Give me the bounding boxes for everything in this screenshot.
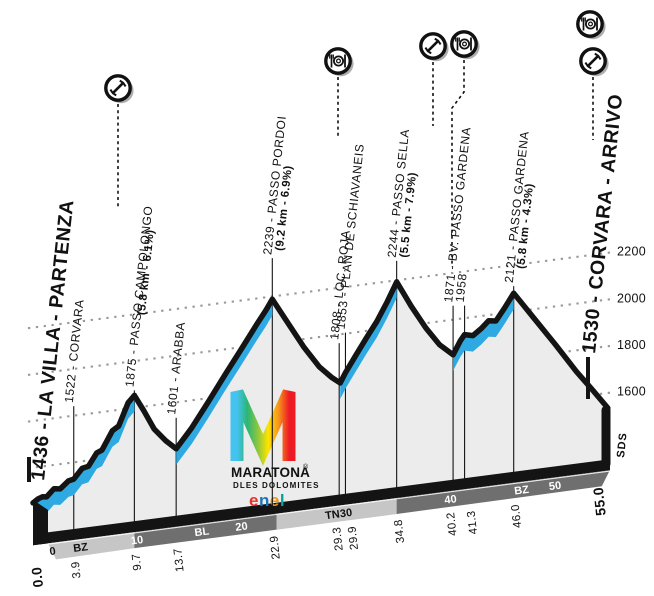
wrench-jaw xyxy=(584,62,592,70)
service-icons xyxy=(104,10,609,267)
plate xyxy=(459,38,470,50)
km-marker-30: 30 xyxy=(339,507,353,520)
elevation-tick-1600: 1600 xyxy=(617,385,646,399)
restaurant-icon xyxy=(576,10,606,40)
elevation-axis-labels: 2200 2000 1800 1600 xyxy=(617,245,646,399)
wrench-jaw xyxy=(434,37,442,45)
province-label-BZ: BZ xyxy=(73,541,89,555)
wrench-jaw xyxy=(119,79,127,87)
km-label-29.3: 29.3 xyxy=(331,526,345,551)
km-label-0.0: 0.0 xyxy=(28,566,46,588)
sponsor-enel-logo: enel xyxy=(249,491,285,510)
baseline-band xyxy=(33,459,610,546)
logo-registered-mark: ® xyxy=(303,463,309,471)
gridline-2000 xyxy=(27,298,611,376)
km-marker-0: 0 xyxy=(49,545,57,558)
km-label-9.7: 9.7 xyxy=(130,553,144,571)
province-label-BL: BL xyxy=(194,525,210,539)
province-segment-BZ xyxy=(396,470,610,514)
climb-band xyxy=(33,395,135,519)
waypoint-label: 1958 xyxy=(453,272,470,302)
wrench-shaft xyxy=(587,55,599,67)
km-label-3.9: 3.9 xyxy=(70,561,84,579)
wrench-shaft xyxy=(427,40,439,52)
km-label-22.9: 22.9 xyxy=(268,535,282,560)
province-segment-BL xyxy=(134,513,279,549)
climb-band xyxy=(453,293,514,371)
wrench-jaw xyxy=(594,52,602,60)
province-segment-BZ xyxy=(48,531,137,560)
restaurant-icon xyxy=(324,47,354,77)
km-marker-20: 20 xyxy=(235,520,249,533)
bar-highlight-line xyxy=(47,470,613,545)
profile-line xyxy=(30,279,611,506)
profile-outline xyxy=(30,279,611,546)
km-label-40.2: 40.2 xyxy=(445,511,459,536)
wrench-icon xyxy=(104,74,134,104)
km-label-13.7: 13.7 xyxy=(172,547,186,572)
signature: SDS xyxy=(615,432,630,459)
plate xyxy=(333,55,344,67)
icon-ring xyxy=(450,30,478,58)
wrench-icon xyxy=(579,47,609,77)
wrench-icon xyxy=(419,32,449,62)
icon-leader-line xyxy=(451,60,465,267)
km-label-46.0: 46.0 xyxy=(510,504,524,529)
km-label-29.9: 29.9 xyxy=(347,525,361,550)
km-marker-10: 10 xyxy=(130,534,144,547)
province-label-BZ: BZ xyxy=(514,484,530,498)
elevation-tick-2000: 2000 xyxy=(617,291,646,305)
km-marker-50: 50 xyxy=(548,480,562,493)
wrench-shaft xyxy=(112,82,124,94)
province-label-TN: TN xyxy=(324,508,340,522)
km-marker-40: 40 xyxy=(444,493,458,506)
maratona-logo: MARATONA ® DLES DOLOMITES enel xyxy=(230,389,320,510)
maratona-m-mark xyxy=(230,389,296,466)
km-label-34.8: 34.8 xyxy=(393,519,407,544)
restaurant-icon xyxy=(450,30,480,60)
gridline-2200 xyxy=(27,251,611,330)
elevation-tick-2200: 2200 xyxy=(617,245,646,259)
start-3d-cap xyxy=(33,499,48,546)
distance-labels: 0.0 3.9 9.7 13.7 22.9 29.3 29.9 34.8 40.2 41.3 46.… xyxy=(28,486,609,588)
plate-center xyxy=(462,41,467,47)
signature-text: SDS xyxy=(615,432,630,459)
plate-center xyxy=(588,21,593,27)
plate xyxy=(585,18,596,30)
wrench-jaw xyxy=(424,47,432,55)
baseline-and-province-bar: BZ BL TN BZ 0 10 20 30 40 50 xyxy=(33,459,613,560)
waypoint-label: 1601 - ARABBA xyxy=(164,321,188,415)
icon-ring xyxy=(324,47,352,75)
waypoint-leader-lines xyxy=(73,258,515,533)
plate-center xyxy=(336,58,341,64)
km-label-41.3: 41.3 xyxy=(466,510,480,535)
logo-title: MARATONA xyxy=(231,465,310,480)
km-label-55.0: 55.0 xyxy=(590,486,609,516)
province-segment-TN xyxy=(276,497,399,530)
logo-subtitle: DLES DOLOMITES xyxy=(233,481,320,490)
icon-ring xyxy=(576,10,604,38)
elevation-tick-1800: 1800 xyxy=(617,338,646,352)
wrench-jaw xyxy=(109,89,117,97)
finish-label: 1530 - CORVARA - ARRIVO xyxy=(578,93,627,355)
